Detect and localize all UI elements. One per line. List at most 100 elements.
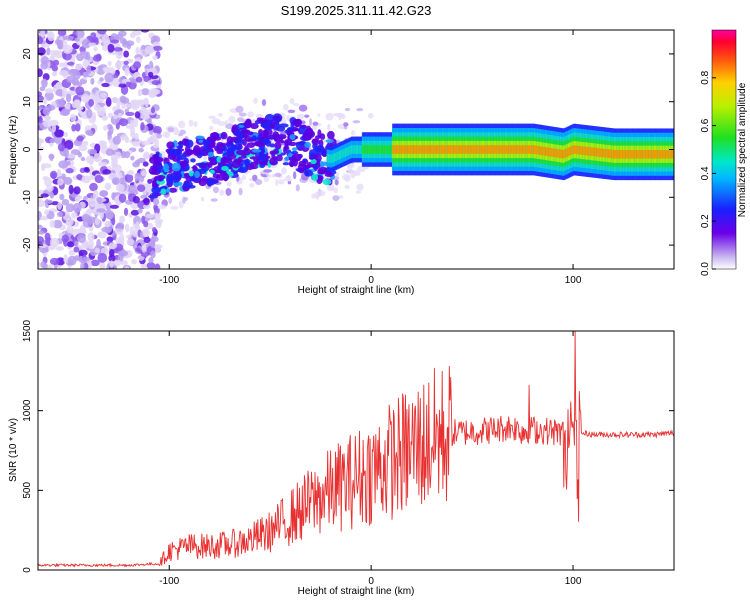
heatmap-cell	[377, 145, 380, 154]
heatmap-cell	[94, 217, 100, 226]
heatmap-cell	[434, 145, 437, 154]
heatmap-cell	[410, 145, 413, 154]
heatmap-cell	[135, 36, 141, 43]
heatmap-cell	[112, 77, 120, 88]
heatmap-cell	[99, 140, 107, 148]
heatmap-cell	[79, 224, 86, 235]
colorbar-tick-label: 0.0	[700, 262, 711, 276]
heatmap-cell	[88, 98, 95, 107]
heatmap-cell	[57, 142, 66, 152]
heatmap-cell	[516, 145, 520, 154]
heatmap-cell	[507, 145, 510, 154]
heatmap-cell	[413, 145, 417, 154]
heatmap-cell	[217, 121, 226, 126]
heatmap-cell	[383, 145, 386, 154]
heatmap-cell	[115, 49, 123, 60]
heatmap-cell	[249, 183, 255, 188]
heatmap-cell	[38, 110, 42, 117]
heatmap-cell	[340, 150, 343, 159]
heatmap-cell	[134, 132, 139, 141]
heatmap-cell	[152, 125, 162, 135]
heatmap-cell	[570, 146, 573, 156]
heatmap-cell	[84, 167, 90, 173]
heatmap-cell	[630, 149, 633, 159]
heatmap-cell	[132, 229, 138, 238]
heatmap-cell	[125, 81, 131, 88]
heatmap-cell	[222, 173, 230, 181]
heatmap-cell	[68, 184, 74, 195]
heatmap-cell	[126, 42, 132, 50]
heatmap-cell	[51, 124, 57, 133]
heatmap-cell	[116, 98, 121, 109]
heatmap-cell	[110, 39, 120, 44]
heatmap-cell	[394, 145, 397, 154]
heatmap-cell	[91, 36, 99, 43]
heatmap-cell	[93, 104, 101, 111]
heatmap-cell	[404, 145, 407, 154]
heatmap-cell	[607, 149, 610, 158]
heatmap-cell	[126, 170, 135, 176]
heatmap-cell	[468, 145, 471, 154]
heatmap-cell	[46, 184, 54, 192]
heatmap-cell	[446, 145, 449, 154]
heatmap-cell	[519, 145, 522, 154]
heatmap-cell	[275, 154, 283, 162]
heatmap-cell	[142, 229, 149, 238]
heatmap-cell	[274, 172, 282, 177]
heatmap-cell	[43, 120, 53, 128]
heatmap-cell	[38, 152, 41, 163]
heatmap-cell	[151, 186, 161, 194]
heatmap-cell	[113, 259, 122, 267]
heatmap-cell	[146, 261, 156, 269]
heatmap-cell	[332, 195, 340, 201]
heatmap-cell	[361, 145, 365, 154]
heatmap-cell	[531, 145, 534, 154]
heatmap-cell	[506, 145, 509, 154]
heatmap-cell	[272, 133, 280, 138]
heatmap-cell	[124, 223, 130, 233]
heatmap-cell	[369, 145, 372, 154]
heatmap-cell	[44, 199, 53, 204]
heatmap-cell	[63, 132, 69, 138]
heatmap-cell	[145, 213, 155, 219]
heatmap-cell	[440, 145, 443, 154]
heatmap-cell	[75, 123, 81, 132]
heatmap-cell	[78, 249, 88, 257]
heatmap-cell	[415, 145, 418, 154]
heatmap-cell	[647, 149, 650, 159]
spectrogram-x-axis-label: Height of straight line (km)	[298, 285, 415, 296]
heatmap-cell	[298, 160, 307, 167]
heatmap-cell	[130, 103, 137, 109]
heatmap-cell	[581, 146, 584, 155]
heatmap-cell	[512, 145, 515, 154]
heatmap-cell	[208, 157, 216, 162]
spectrogram-y-tick-label: 0	[22, 146, 33, 152]
heatmap-cell	[148, 194, 159, 199]
snr-panel: -100 0 100 0 500 1000 1500 Height of straight…	[8, 319, 675, 597]
heatmap-cell	[646, 149, 649, 159]
heatmap-cell	[107, 43, 115, 53]
heatmap-cell	[653, 149, 657, 159]
heatmap-cell	[112, 135, 122, 145]
heatmap-cell	[96, 208, 106, 213]
heatmap-cell	[461, 145, 464, 154]
heatmap-cell	[132, 196, 140, 204]
heatmap-cell	[561, 149, 564, 159]
heatmap-cell	[116, 222, 125, 230]
heatmap-cell	[133, 117, 139, 128]
heatmap-cell	[57, 30, 67, 37]
heatmap-cell	[344, 184, 350, 190]
heatmap-cell	[114, 61, 122, 69]
heatmap-cell	[261, 99, 267, 107]
heatmap-cell	[496, 145, 499, 154]
heatmap-cell	[141, 140, 151, 146]
heatmap-cell	[228, 115, 236, 124]
heatmap-cell	[665, 149, 669, 159]
heatmap-cell	[503, 145, 506, 154]
heatmap-cell	[359, 145, 362, 154]
heatmap-cell	[464, 145, 468, 154]
heatmap-cell	[549, 147, 552, 157]
heatmap-cell	[68, 249, 76, 256]
heatmap-cell	[542, 146, 545, 156]
heatmap-cell	[407, 145, 411, 154]
